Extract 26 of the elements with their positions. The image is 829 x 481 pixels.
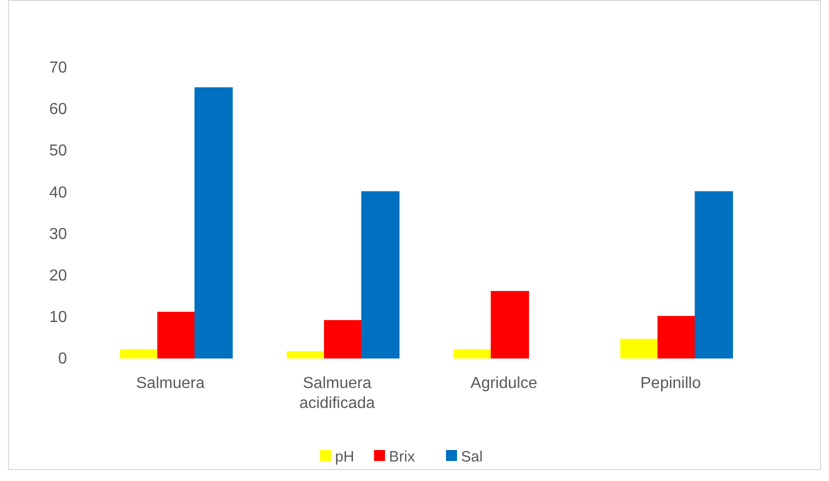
y-tick-label: 40 (49, 184, 68, 202)
y-tick-label: 10 (49, 309, 68, 326)
y-tick-label: 60 (49, 101, 68, 118)
x-tick-label: Salmuera (136, 375, 205, 392)
x-tick-label: Agridulce (470, 375, 538, 392)
bar (620, 338, 659, 358)
legend-label: Sal (461, 448, 483, 466)
bar (658, 316, 696, 358)
x-tick-label: Salmuera acidificada (299, 375, 376, 412)
bar (454, 349, 492, 358)
bar (120, 349, 158, 358)
bar (490, 290, 529, 358)
y-tick-label: 50 (49, 142, 68, 160)
y-tick-label: 30 (49, 226, 68, 243)
legend-label: Brix (389, 448, 416, 466)
y-tick-label: 20 (49, 267, 68, 284)
x-tick-label: Pepinillo (640, 375, 701, 392)
y-tick-label: 0 (58, 350, 68, 368)
bar (324, 320, 362, 358)
y-tick-label: 70 (49, 60, 68, 77)
bar (194, 87, 233, 358)
bar (361, 191, 400, 358)
bar (286, 351, 326, 358)
bar (694, 191, 733, 358)
legend-label: pH (335, 448, 354, 466)
bar (157, 312, 196, 358)
